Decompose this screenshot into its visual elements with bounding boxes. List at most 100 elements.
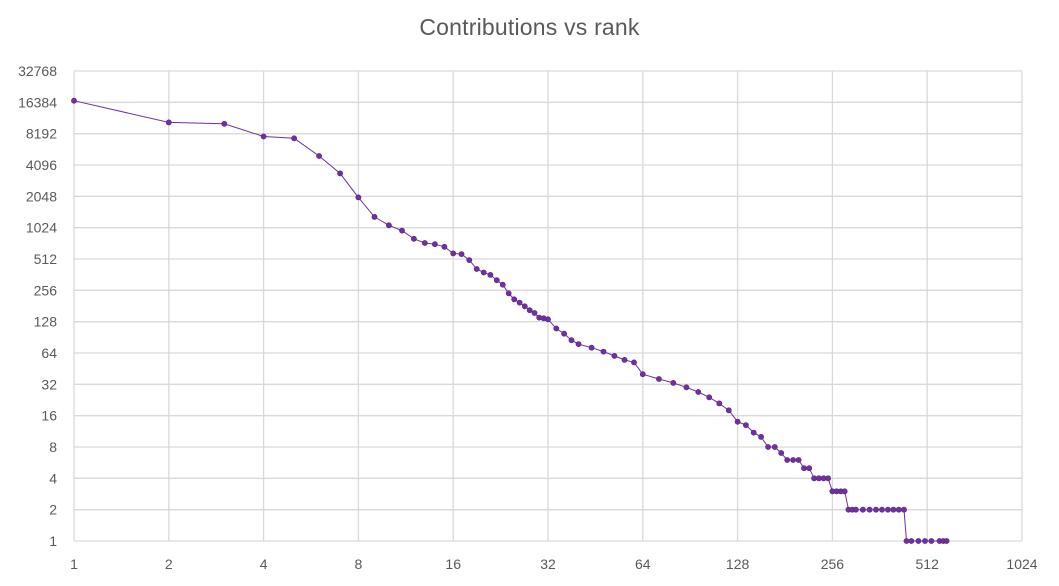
data-point <box>860 506 866 513</box>
data-point <box>337 170 343 177</box>
data-point <box>588 344 595 351</box>
data-point <box>600 348 607 355</box>
data-point <box>291 135 297 142</box>
data-point <box>695 389 702 395</box>
data-point <box>683 384 690 391</box>
data-point <box>901 506 907 513</box>
data-point <box>771 444 778 450</box>
data-point <box>879 506 885 513</box>
data-point <box>895 506 902 513</box>
data-point <box>765 444 771 450</box>
data-point <box>903 538 910 544</box>
x-tick-label: 32 <box>540 556 556 572</box>
series-line <box>73 100 947 542</box>
y-tick-label: 16 <box>41 408 57 424</box>
data-point <box>734 418 741 425</box>
data-point <box>561 330 567 337</box>
x-tick-label: 8 <box>355 556 363 572</box>
y-tick-label: 16384 <box>18 94 57 110</box>
data-point <box>716 400 723 407</box>
data-point <box>743 422 749 428</box>
data-point <box>801 465 807 472</box>
data-point <box>521 303 528 310</box>
x-tick-label: 2 <box>165 556 173 572</box>
data-point <box>516 299 523 306</box>
x-tick-label: 512 <box>916 556 940 572</box>
x-tick-label: 4 <box>260 556 268 572</box>
x-tick-label: 1024 <box>1006 556 1037 572</box>
y-tick-label: 8 <box>49 439 57 455</box>
y-tick-label: 8192 <box>26 126 57 142</box>
data-point <box>531 310 538 316</box>
data-point <box>71 97 77 104</box>
data-point <box>706 394 713 401</box>
tick-label-layer: 1248163264128256512102420484096819216384… <box>18 63 1038 572</box>
data-point <box>421 240 428 246</box>
data-point <box>458 251 465 257</box>
data-point <box>631 359 637 366</box>
data-point <box>480 269 487 276</box>
data-point <box>221 120 228 127</box>
y-tick-label: 2048 <box>26 188 57 204</box>
data-point <box>758 433 764 440</box>
data-point <box>487 271 494 278</box>
data-point <box>795 457 802 463</box>
data-point <box>873 506 879 513</box>
data-point <box>841 488 848 495</box>
data-point <box>611 352 618 359</box>
x-tick-label: 128 <box>726 556 750 572</box>
data-point <box>410 235 417 242</box>
y-tick-label: 128 <box>34 314 58 330</box>
data-point <box>316 153 322 159</box>
data-point <box>885 506 891 513</box>
y-tick-label: 32768 <box>18 63 57 79</box>
data-point <box>922 538 928 544</box>
data-point <box>431 241 438 248</box>
data-point <box>575 341 582 347</box>
data-point <box>553 325 560 332</box>
chart-title: Contributions vs rank <box>419 14 640 40</box>
data-point <box>399 227 405 234</box>
series-layer <box>71 97 950 544</box>
data-point <box>499 281 506 288</box>
data-point <box>806 465 813 472</box>
data-point <box>355 194 362 201</box>
data-point <box>915 538 922 544</box>
data-point <box>656 376 662 382</box>
x-tick-label: 16 <box>445 556 461 572</box>
y-tick-label: 32 <box>41 376 57 392</box>
data-point <box>621 356 628 363</box>
data-point <box>778 450 785 456</box>
data-point <box>545 316 551 323</box>
y-tick-label: 256 <box>34 282 58 298</box>
y-tick-label: 2 <box>49 502 57 518</box>
data-point <box>466 257 473 263</box>
data-point <box>784 457 791 463</box>
data-point <box>943 538 950 544</box>
data-point <box>928 538 935 544</box>
x-tick-label: 1 <box>70 556 78 572</box>
data-point <box>165 119 172 126</box>
data-point <box>811 475 817 482</box>
y-tick-label: 4096 <box>26 157 57 173</box>
y-tick-label: 1 <box>49 533 57 549</box>
grid-layer <box>73 70 1023 542</box>
data-point <box>725 407 732 414</box>
data-point <box>568 337 575 344</box>
y-tick-label: 64 <box>41 345 57 361</box>
data-point <box>825 475 831 482</box>
x-tick-label: 256 <box>821 556 845 572</box>
data-point <box>866 506 873 513</box>
data-point <box>670 379 677 386</box>
data-point <box>505 290 512 297</box>
x-tick-label: 64 <box>635 556 651 572</box>
data-point <box>750 429 757 436</box>
y-tick-label: 4 <box>49 470 57 486</box>
data-point <box>526 307 533 314</box>
data-point <box>371 213 378 220</box>
data-point <box>441 243 448 250</box>
data-point <box>890 506 897 513</box>
data-point <box>511 296 518 303</box>
y-tick-label: 512 <box>34 251 58 267</box>
